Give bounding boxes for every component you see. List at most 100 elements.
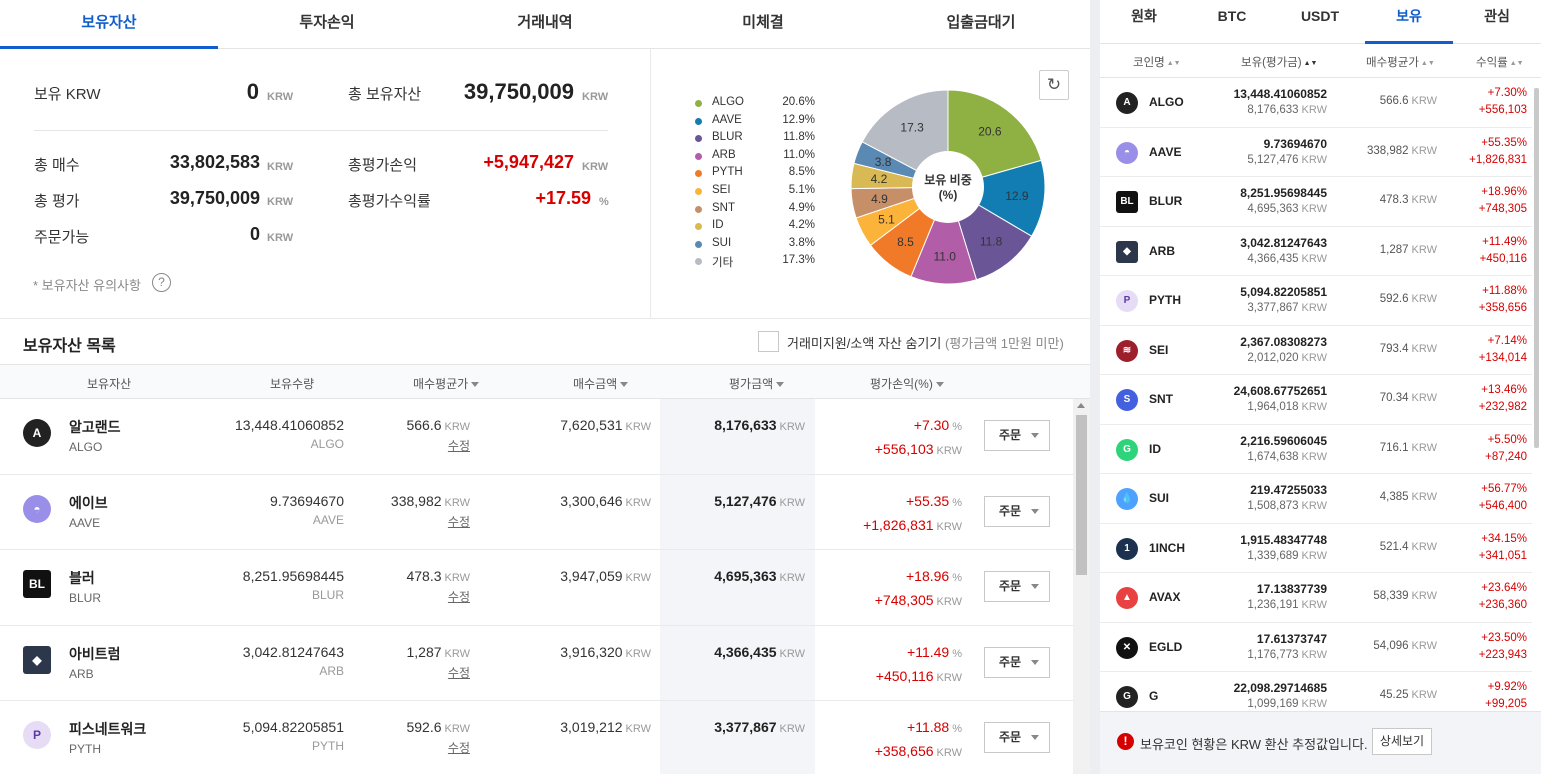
col-eval-amount[interactable]: 평가금액 bbox=[729, 375, 785, 392]
pie-center bbox=[912, 151, 984, 223]
coin-name: 알고랜드 bbox=[69, 419, 121, 435]
legend-name: SNT bbox=[712, 201, 735, 214]
col-holding-eval-label: 보유(평가금) bbox=[1241, 57, 1302, 69]
col-quantity: 보유수량 bbox=[270, 377, 315, 391]
list-item[interactable]: ◓ AAVE 9.73694670 5,127,476 KRW 338,982 KRW… bbox=[1100, 128, 1532, 177]
quantity-symbol: ARB bbox=[319, 663, 344, 678]
tab-pending-transfers[interactable]: 입출금대기 bbox=[946, 14, 1016, 31]
edit-avg-link[interactable]: 수정 bbox=[447, 439, 470, 453]
tab-owned[interactable]: 보유 bbox=[1365, 0, 1453, 44]
legend-swatch bbox=[695, 223, 702, 231]
tab-krw[interactable]: 원화 bbox=[1131, 8, 1157, 24]
list-item[interactable]: ✕ EGLD 17.61373747 1,176,773 KRW 54,096 KRW… bbox=[1100, 623, 1532, 672]
edit-avg-link[interactable]: 수정 bbox=[447, 741, 470, 755]
return-amount: +87,240 bbox=[1485, 450, 1527, 463]
return-rate: +23.64% bbox=[1481, 582, 1527, 594]
order-button[interactable]: 주문 bbox=[984, 495, 1050, 527]
coin-list: A ALGO 13,448.41060852 8,176,633 KRW 566.6… bbox=[1100, 78, 1532, 711]
edit-avg-link[interactable]: 수정 bbox=[447, 514, 470, 529]
table-row[interactable]: P 피스네트워크 PYTH 5,094.82205851 PYTH 592.6 KR… bbox=[0, 701, 1073, 774]
pie-center-label: (%) bbox=[939, 188, 958, 202]
scroll-thumb[interactable] bbox=[1076, 415, 1087, 575]
list-item[interactable]: ▲ AVAX 17.13837739 1,236,191 KRW 58,339 KRW… bbox=[1100, 573, 1532, 623]
coin-list-scrollbar[interactable] bbox=[1532, 78, 1541, 711]
quantity-symbol: PYTH bbox=[311, 739, 344, 753]
pyth-icon: P bbox=[23, 721, 51, 749]
list-item[interactable]: P PYTH 5,094.82205851 3,377,867 KRW 592.6 K… bbox=[1100, 276, 1532, 326]
pie-slice-aave[interactable] bbox=[946, 159, 1046, 237]
col-holding-eval[interactable]: 보유(평가금) ▲▼ bbox=[1241, 54, 1317, 70]
scroll-thumb[interactable] bbox=[1534, 88, 1539, 448]
col-avg-price[interactable]: 매수평균가 bbox=[413, 375, 480, 392]
holding-eval: 1,236,191 KRW bbox=[1247, 599, 1327, 611]
order-button[interactable]: 주문 bbox=[984, 571, 1050, 602]
list-item[interactable]: G ID 2,216.59606045 1,674,638 KRW 716.1 KRW… bbox=[1100, 425, 1532, 474]
id-icon: G bbox=[1116, 438, 1138, 461]
edit-avg-link[interactable]: 수정 bbox=[447, 590, 470, 604]
holdings-list-header: 보유자산 목록 거래미지원/소액 자산 숨기기 (평가금액 1만원 미만) bbox=[0, 319, 1090, 365]
tab-profit-loss[interactable]: 투자손익 bbox=[299, 14, 355, 31]
col-avg-buy[interactable]: 매수평균가 ▲▼ bbox=[1366, 54, 1435, 70]
pie-slice-label: 12.9 bbox=[1005, 189, 1029, 203]
pie-slice-arb[interactable] bbox=[910, 185, 978, 285]
tab-open-orders[interactable]: 미체결 bbox=[742, 14, 784, 31]
chevron-down-icon bbox=[1031, 659, 1039, 665]
algo-icon: A bbox=[1116, 92, 1138, 114]
list-item[interactable]: ≋ SEI 2,367.08308273 2,012,020 KRW 793.4 KR… bbox=[1100, 326, 1532, 375]
table-row[interactable]: BL 블러 BLUR 8,251.95698445 BLUR 478.3 KRW 수… bbox=[0, 550, 1073, 626]
col-coin-name[interactable]: 코인명 ▲▼ bbox=[1133, 54, 1181, 70]
list-item[interactable]: A ALGO 13,448.41060852 8,176,633 KRW 566.6… bbox=[1100, 78, 1532, 128]
legend-percent: 12.9% bbox=[782, 113, 815, 126]
legend-item: ARB 11.0% bbox=[695, 148, 825, 166]
tab-btc[interactable]: BTC bbox=[1217, 8, 1247, 24]
legend-name: SEI bbox=[712, 183, 731, 196]
sort-down-icon bbox=[776, 382, 785, 388]
tab-holdings[interactable]: 보유자산 bbox=[0, 0, 218, 49]
col-return[interactable]: 수익률 ▲▼ bbox=[1476, 54, 1524, 70]
list-item[interactable]: ◆ ARB 3,042.81247643 4,366,435 KRW 1,287 KR… bbox=[1100, 227, 1532, 276]
scroll-up-icon[interactable] bbox=[1077, 403, 1085, 408]
order-button[interactable]: 주문 bbox=[984, 722, 1050, 753]
holdings-scrollbar[interactable] bbox=[1073, 399, 1090, 774]
table-row[interactable]: A 알고랜드 ALGO 13,448.41060852 ALGO 566.6 KRW… bbox=[0, 399, 1073, 475]
edit-avg-link[interactable]: 수정 bbox=[447, 665, 470, 680]
tab-history[interactable]: 거래내역 bbox=[517, 14, 573, 31]
col-pl[interactable]: 평가손익(%) bbox=[870, 375, 944, 392]
list-item[interactable]: 💧 SUI 219.47255033 1,508,873 KRW 4,385 KRW … bbox=[1100, 474, 1532, 524]
coin-name: 에이브 bbox=[69, 494, 108, 511]
legend-item: SNT 4.9% bbox=[695, 201, 825, 219]
return-rate: +56.77% bbox=[1481, 483, 1527, 495]
hide-small-label[interactable]: 거래미지원/소액 자산 숨기기 (평가금액 1만원 미만) bbox=[787, 333, 1064, 352]
buy-amount: 3,916,320 KRW bbox=[560, 643, 651, 660]
return-amount: +556,103 bbox=[1478, 104, 1527, 116]
table-row[interactable]: ◆ 아비트럼 ARB 3,042.81247643 ARB 1,287 KRW 수정… bbox=[0, 626, 1073, 701]
total-eval-label: 총 평가 bbox=[34, 193, 80, 210]
tab-usdt[interactable]: USDT bbox=[1300, 8, 1340, 24]
question-circle-icon[interactable]: ? bbox=[152, 273, 171, 292]
col-buy-amount[interactable]: 매수금액 bbox=[573, 375, 629, 392]
avg-price: 793.4 KRW bbox=[1379, 342, 1437, 355]
table-row[interactable]: ◓ 에이브 AAVE 9.73694670 AAVE 338,982 KRW 수정 … bbox=[0, 475, 1073, 550]
total-rate-label: 총평가수익률 bbox=[348, 193, 431, 210]
legend-name: SUI bbox=[712, 236, 732, 249]
order-button[interactable]: 주문 bbox=[984, 646, 1050, 678]
refresh-icon[interactable]: ↻ bbox=[1039, 70, 1069, 100]
portfolio-panel: 보유자산 투자손익 거래내역 미체결 입출금대기 보유 KRW 0 KRW 총 … bbox=[0, 0, 1090, 774]
holding-quantity: 2,367.08308273 bbox=[1240, 334, 1327, 349]
order-button[interactable]: 주문 bbox=[984, 420, 1050, 451]
hide-small-checkbox[interactable] bbox=[758, 331, 779, 352]
list-item[interactable]: S SNT 24,608.67752651 1,964,018 KRW 70.34 K… bbox=[1100, 375, 1532, 425]
list-item[interactable]: BL BLUR 8,251.95698445 4,695,363 KRW 478.3… bbox=[1100, 177, 1532, 227]
coin-list-header: 코인명 ▲▼ 보유(평가금) ▲▼ 매수평균가 ▲▼ 수익률 ▲▼ bbox=[1100, 44, 1541, 78]
tab-favorites[interactable]: 관심 bbox=[1484, 8, 1510, 24]
details-button[interactable]: 상세보기 bbox=[1372, 728, 1432, 755]
coin-symbol: SEI bbox=[1149, 342, 1169, 357]
legend-item: ALGO 20.6% bbox=[695, 95, 825, 113]
buy-amount: 3,947,059 KRW bbox=[560, 568, 651, 584]
return-amount: +236,360 bbox=[1478, 599, 1527, 611]
legend-swatch bbox=[695, 170, 702, 178]
coin-symbol: BLUR bbox=[69, 591, 102, 605]
legend-name: ALGO bbox=[712, 96, 744, 108]
list-item[interactable]: 1 1INCH 1,915.48347748 1,339,689 KRW 521.4… bbox=[1100, 524, 1532, 573]
